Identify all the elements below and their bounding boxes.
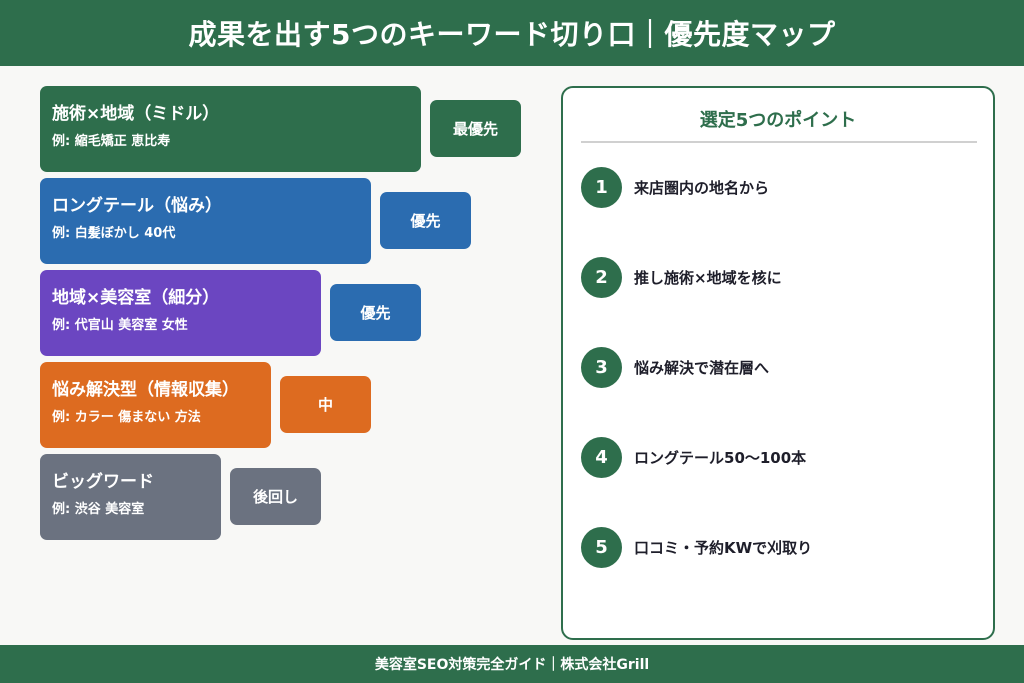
tier-card-area-salon: 地域×美容室（細分） 例: 代官山 美容室 女性 [40,270,321,356]
point-item: 3 悩み解決で潜在層へ [581,347,769,388]
number-badge-icon: 2 [581,257,622,298]
tier-example: 例: 渋谷 美容室 [52,502,145,517]
points-panel: 選定5つのポイント 1 来店圏内の地名から 2 推し施術×地域を核に 3 悩み解… [561,86,995,640]
priority-badge-later: 後回し [230,468,321,525]
point-item: 2 推し施術×地域を核に [581,257,782,298]
page-title: 成果を出す5つのキーワード切り口｜優先度マップ [188,18,836,51]
panel-divider [581,141,977,143]
number-badge-icon: 3 [581,347,622,388]
point-item: 1 来店圏内の地名から [581,167,769,208]
tier-card-longtail: ロングテール（悩み） 例: 白髪ぼかし 40代 [40,178,371,264]
point-text: ロングテール50〜100本 [634,449,807,467]
tier-title: ビッグワード [52,472,154,492]
priority-badge-medium: 中 [280,376,371,433]
point-item: 5 口コミ・予約KWで刈取り [581,527,812,568]
priority-badge-high: 優先 [380,192,471,249]
number-badge-icon: 4 [581,437,622,478]
tier-title: ロングテール（悩み） [52,196,222,216]
tier-title: 施術×地域（ミドル） [52,104,220,124]
number-badge-icon: 5 [581,527,622,568]
point-item: 4 ロングテール50〜100本 [581,437,806,478]
tier-title: 悩み解決型（情報収集） [52,380,239,400]
point-text: 来店圏内の地名から [634,179,770,197]
tier-card-bigword: ビッグワード 例: 渋谷 美容室 [40,454,221,540]
tier-example: 例: カラー 傷まない 方法 [52,410,201,425]
point-text: 悩み解決で潜在層へ [634,359,770,377]
point-text: 口コミ・予約KWで刈取り [634,539,813,557]
tier-card-mid: 施術×地域（ミドル） 例: 縮毛矯正 恵比寿 [40,86,421,172]
point-text: 推し施術×地域を核に [634,269,782,287]
tier-title: 地域×美容室（細分） [52,288,220,308]
tier-example: 例: 縮毛矯正 恵比寿 [52,134,171,149]
header-banner: 成果を出す5つのキーワード切り口｜優先度マップ [0,0,1024,66]
priority-badge-top: 最優先 [430,100,521,157]
tier-example: 例: 代官山 美容室 女性 [52,318,188,333]
tier-example: 例: 白髪ぼかし 40代 [52,226,176,241]
footer-credit: 美容室SEO対策完全ガイド｜株式会社Grill [374,657,650,673]
panel-title: 選定5つのポイント [699,110,857,131]
footer-banner: 美容室SEO対策完全ガイド｜株式会社Grill [0,645,1024,683]
number-badge-icon: 1 [581,167,622,208]
tier-card-problem-solving: 悩み解決型（情報収集） 例: カラー 傷まない 方法 [40,362,271,448]
priority-badge-high: 優先 [330,284,421,341]
